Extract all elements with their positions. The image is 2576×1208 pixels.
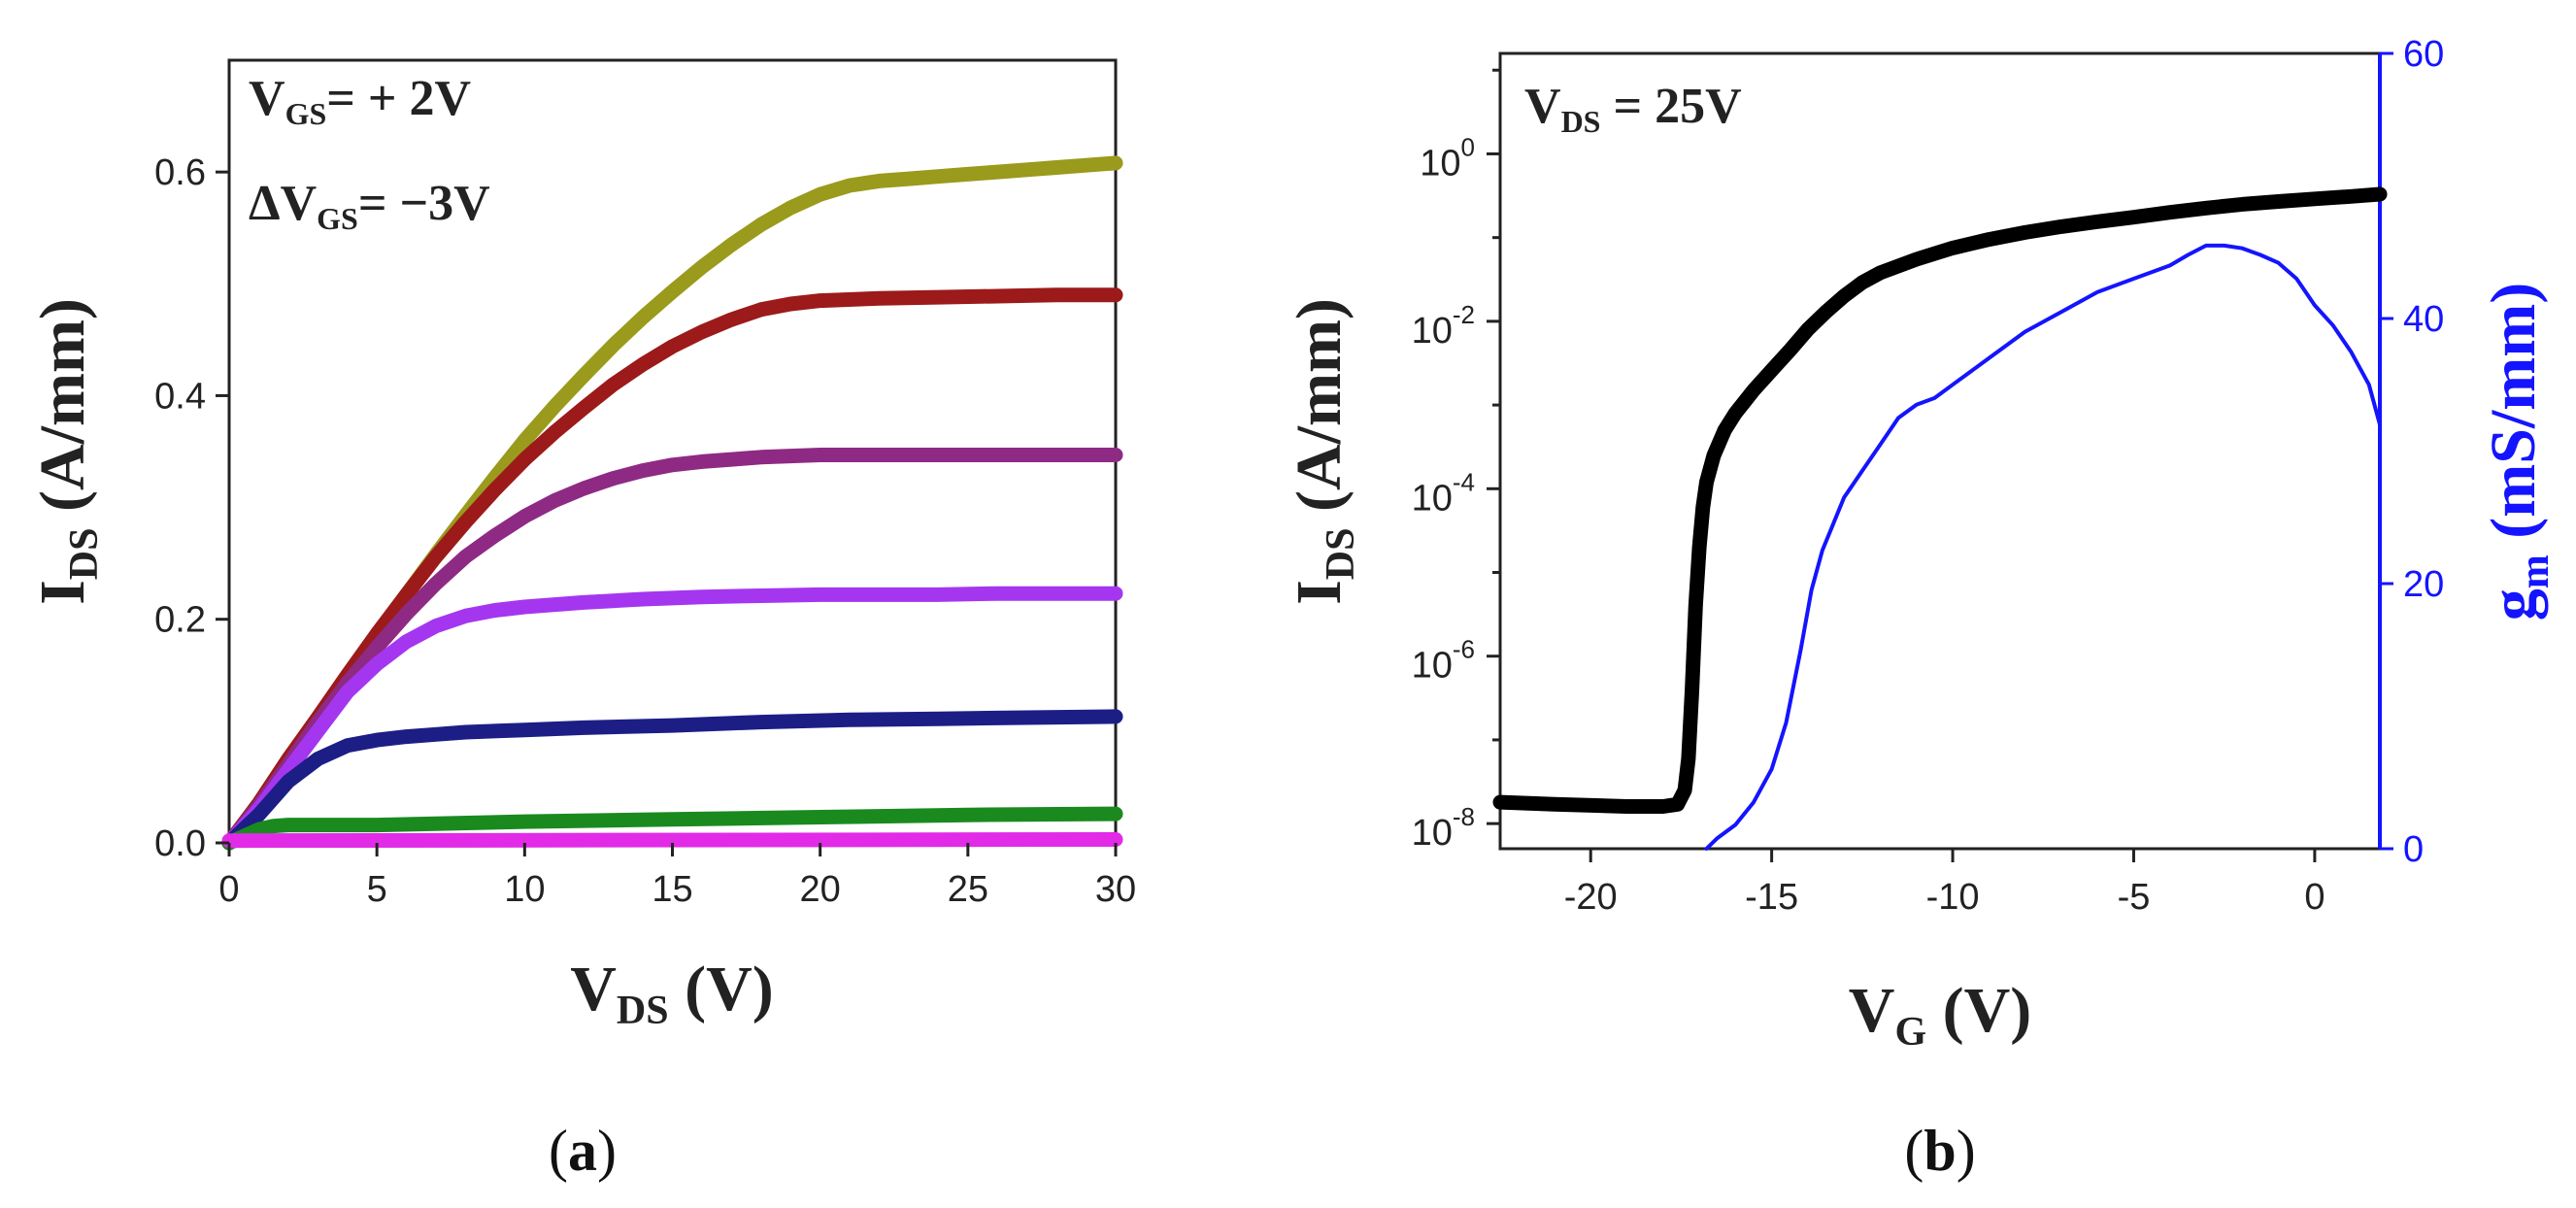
- chart-b-ylabel-unit: (A/mm): [1284, 298, 1355, 527]
- chart-a-ylabel-main: I: [27, 580, 98, 605]
- chart-b-y-tick-base: 10: [1412, 813, 1453, 854]
- chart-b-y-tick-label: 10-2: [1412, 300, 1475, 352]
- chart-a-x-tick-label: 30: [1095, 869, 1136, 910]
- chart-a-x-tick-label: 20: [800, 869, 841, 910]
- chart-b-series-group: [1492, 186, 2388, 851]
- chart-b-y-tick-exponent: -2: [1453, 300, 1475, 329]
- chart-b-annotation-sub: DS: [1561, 104, 1601, 139]
- chart-a-y-axis-label: IDS (A/mm): [27, 298, 107, 605]
- chart-b-y2-tick-label: 40: [2403, 299, 2444, 340]
- chart-b-series-gm: [1704, 243, 2382, 851]
- chart-b-y-tick-exponent: -6: [1453, 635, 1475, 664]
- chart-b-y-tick-exponent: -4: [1453, 467, 1475, 496]
- chart-b-ylabel-sub: DS: [1319, 528, 1363, 581]
- chart-b-caption: (b): [1904, 1119, 1975, 1183]
- chart-a-annotation-dvgs: ΔVGS= −3V: [249, 176, 490, 236]
- chart-b-x-tick-label: 0: [2304, 877, 2325, 918]
- chart-a-x-tick-label: 10: [504, 869, 545, 910]
- chart-b-annotation-rest: = 25V: [1600, 79, 1741, 134]
- chart-b-xlabel-unit: (V): [1926, 975, 2031, 1046]
- chart-b-series-ids: [1492, 186, 2388, 814]
- chart-a-x-tick-label: 15: [652, 869, 692, 910]
- chart-a-y-tick-label: 0.0: [154, 823, 206, 864]
- chart-b-y2-tick-label: 60: [2403, 34, 2444, 75]
- chart-a-annotation-dvgs-rest: = −3V: [358, 176, 490, 231]
- chart-b-x-tick-label: -15: [1745, 877, 1798, 918]
- chart-b-x-ticks: -20 -15 -10 -5 0: [1564, 849, 2325, 918]
- chart-a-annotation-dvgs-sub: GS: [317, 201, 358, 236]
- chart-a-series-3: [221, 448, 1123, 851]
- chart-b-x-tick-label: -10: [1926, 877, 1980, 918]
- chart-a-caption-open: (: [549, 1119, 568, 1183]
- chart-b-caption-close: ): [1957, 1119, 1976, 1183]
- chart-b-y-tick-label: 100: [1420, 132, 1475, 184]
- chart-b-x-tick-label: -5: [2118, 877, 2151, 918]
- chart-a-x-tick-label: 5: [367, 869, 387, 910]
- chart-b-y2-ticks: 0 20 40 60: [2380, 34, 2444, 870]
- chart-a-series-7: [221, 832, 1123, 849]
- chart-a-y-ticks: 0.0 0.2 0.4 0.6: [154, 152, 229, 864]
- chart-b-xlabel-sub: G: [1894, 1010, 1926, 1055]
- chart-a-ylabel-sub: DS: [62, 528, 107, 581]
- chart-a-y-tick-label: 0.6: [154, 152, 206, 193]
- chart-a-annotation-vgs-rest: = + 2V: [326, 71, 471, 126]
- chart-b-y-tick-base: 10: [1412, 478, 1453, 519]
- chart-b-xlabel-main: V: [1849, 975, 1895, 1046]
- chart-a-x-tick-label: 25: [948, 869, 988, 910]
- chart-b-y-tick-base: 10: [1420, 143, 1460, 184]
- chart-a-annotation-vgs-sub: GS: [285, 96, 327, 131]
- chart-a-xlabel-main: V: [570, 954, 617, 1024]
- chart-a-ylabel-unit: (A/mm): [27, 298, 98, 527]
- chart-b-x-axis-label: VG (V): [1849, 975, 2031, 1055]
- chart-b-y2label-sub: m: [2513, 554, 2558, 588]
- chart-a-series-4: [221, 586, 1123, 851]
- chart-a-y-tick-label: 0.2: [154, 600, 206, 641]
- chart-b-y-tick-base: 10: [1412, 646, 1453, 687]
- chart-b-y2-tick-label: 20: [2403, 564, 2444, 605]
- chart-b-y2-axis-label: gm (mS/mm): [2478, 283, 2558, 621]
- chart-b-annotation-vds: VDS = 25V: [1524, 79, 1742, 139]
- chart-b-y-tick-label: 10-4: [1412, 467, 1475, 519]
- chart-b-y-tick-exponent: -8: [1453, 802, 1475, 831]
- chart-b-y-tick-label: 10-6: [1412, 635, 1475, 687]
- chart-a-x-ticks: 0 5 10 15 20 25 30: [218, 843, 1136, 910]
- chart-a-caption-letter: a: [568, 1119, 597, 1183]
- chart-a-annotation-vgs: VGS= + 2V: [249, 71, 471, 131]
- chart-b-y-tick-label: 10-8: [1412, 802, 1475, 854]
- chart-b-y-axis-label: IDS (A/mm): [1284, 298, 1363, 605]
- chart-a-series-5: [221, 709, 1123, 851]
- chart-b-annotation-main: V: [1524, 79, 1561, 134]
- chart-a-xlabel-sub: DS: [617, 989, 669, 1033]
- chart-a-annotation-vgs-main: V: [249, 71, 285, 126]
- chart-b-y2label-unit: (mS/mm): [2478, 283, 2549, 554]
- chart-b-y2-tick-label: 0: [2403, 829, 2424, 870]
- chart-b-x-tick-label: -20: [1564, 877, 1618, 918]
- chart-b-y-tick-exponent: 0: [1461, 132, 1475, 161]
- chart-a-series-group: [221, 155, 1123, 851]
- chart-a-y-tick-label: 0.4: [154, 376, 206, 417]
- chart-a-series-2: [221, 287, 1123, 851]
- chart-a-caption: (a): [549, 1119, 617, 1183]
- chart-a-x-axis-label: VDS (V): [570, 954, 774, 1033]
- chart-b-plot-frame: [1498, 51, 2382, 851]
- chart-a-series-6: [221, 806, 1123, 851]
- chart-a-annotation-dvgs-main: ΔV: [249, 176, 317, 231]
- chart-b-y-tick-base: 10: [1412, 311, 1453, 352]
- chart-b-caption-letter: b: [1924, 1119, 1956, 1183]
- chart-b-caption-open: (: [1904, 1119, 1924, 1183]
- chart-a-caption-close: ): [597, 1119, 617, 1183]
- chart-b-y2label-main: g: [2478, 588, 2549, 621]
- chart-a: 0 5 10 15 20 25 30 0.00.20.40.6 VGS= + 2V ΔVGS…: [27, 58, 1136, 1183]
- chart-a-xlabel-unit: (V): [669, 954, 774, 1024]
- chart-a-x-tick-label: 0: [218, 869, 239, 910]
- chart-b-ylabel-main: I: [1284, 580, 1355, 605]
